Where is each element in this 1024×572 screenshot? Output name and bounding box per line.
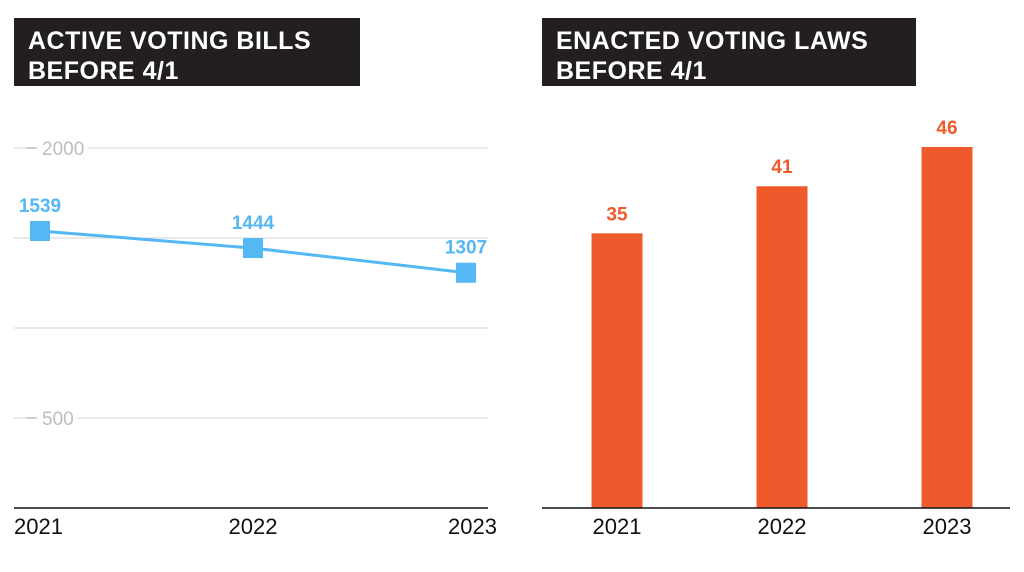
y-tick-label: 500 — [42, 409, 74, 430]
bar — [756, 186, 808, 508]
bar-value-label: 35 — [606, 204, 628, 225]
right-title-line-2: BEFORE 4/1 — [556, 57, 707, 85]
x-axis-label: 2021 — [593, 514, 642, 539]
bar-value-label: 41 — [771, 157, 793, 178]
left-title-line-1: ACTIVE VOTING BILLS — [28, 27, 312, 55]
data-point-label: 1539 — [19, 196, 61, 217]
x-axis-label: 2023 — [448, 514, 497, 539]
data-point-marker — [243, 238, 263, 259]
x-axis-label: 2021 — [14, 514, 63, 539]
data-point-label: 1307 — [445, 238, 487, 259]
data-point-label: 1444 — [232, 213, 275, 234]
bar — [921, 147, 973, 508]
right-title-line-1: ENACTED VOTING LAWS — [556, 27, 869, 55]
bar — [591, 233, 643, 508]
left-chart-title: ACTIVE VOTING BILLS BEFORE 4/1 — [14, 18, 360, 86]
bar-value-label: 46 — [936, 118, 957, 139]
data-point-marker — [30, 220, 50, 241]
x-axis-label: 2023 — [923, 514, 972, 539]
x-axis-label: 2022 — [229, 514, 278, 539]
y-tick-label-bg — [38, 409, 78, 430]
left-title-line-2: BEFORE 4/1 — [28, 57, 179, 85]
x-axis-label: 2022 — [758, 514, 807, 539]
y-tick-label: 2000 — [42, 139, 84, 160]
data-point-marker — [456, 262, 476, 283]
right-chart-title: ENACTED VOTING LAWS BEFORE 4/1 — [542, 18, 916, 86]
y-tick-label-bg — [38, 139, 89, 160]
